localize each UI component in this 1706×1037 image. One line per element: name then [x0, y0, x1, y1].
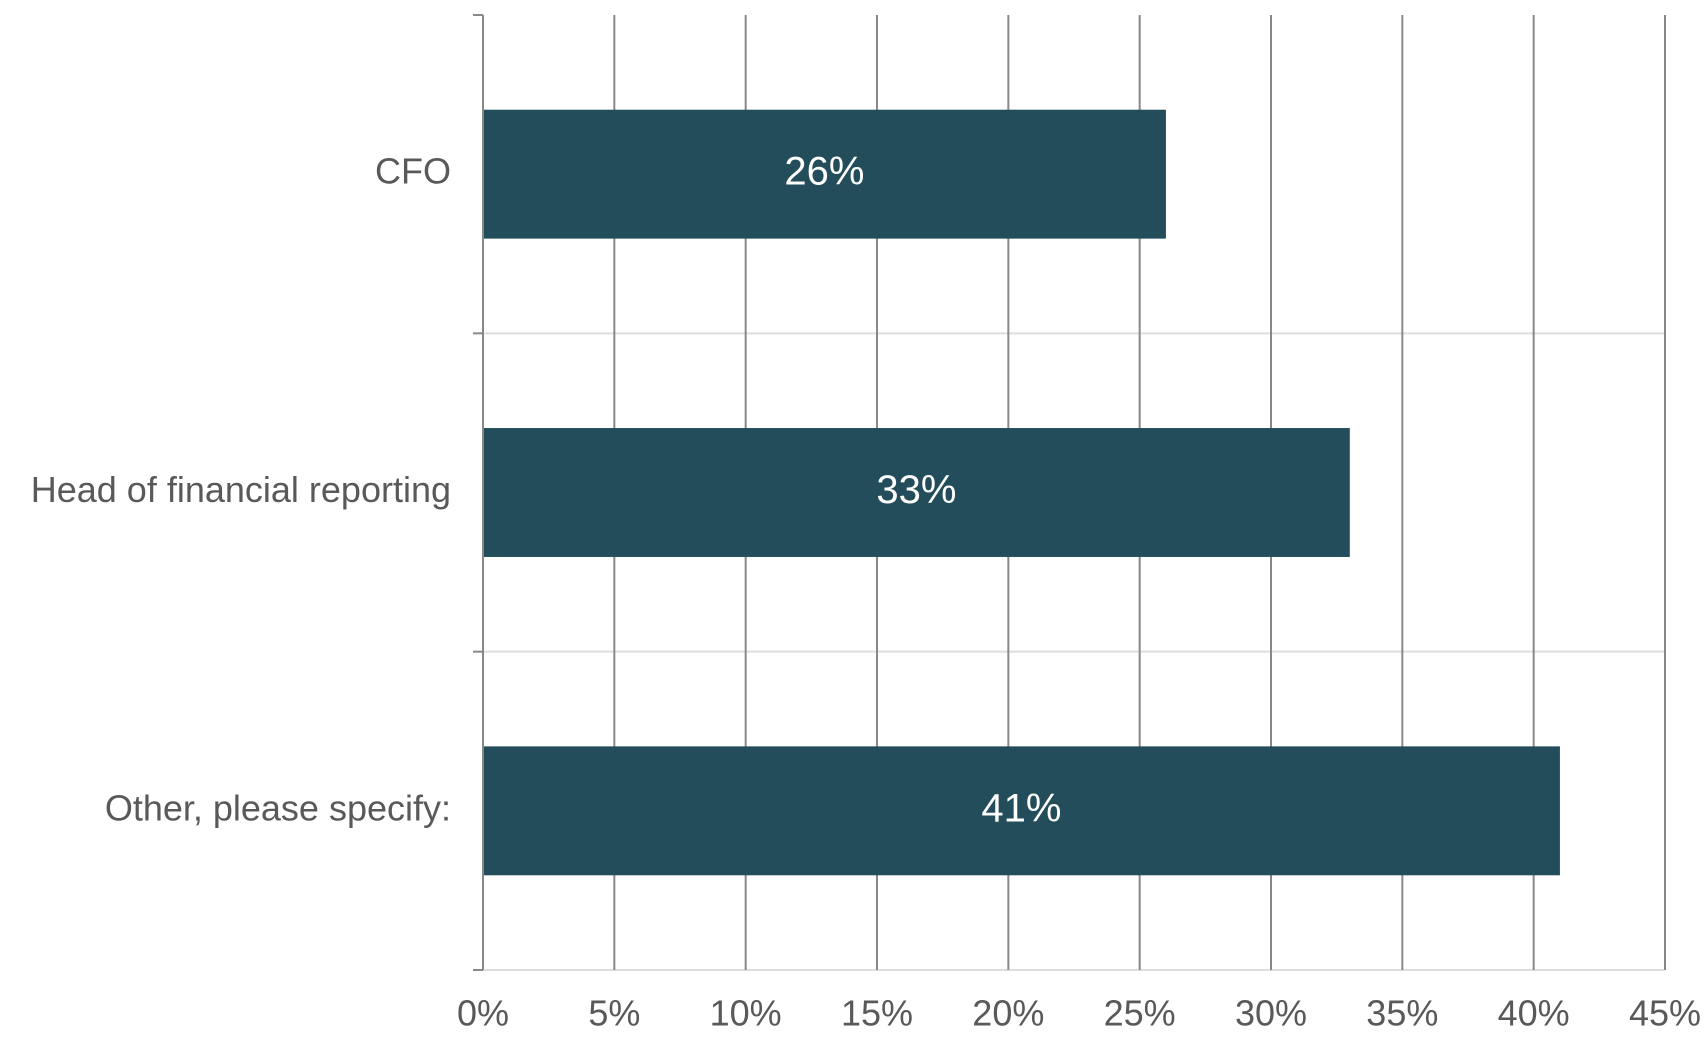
y-tick-label: Head of financial reporting: [31, 469, 451, 510]
y-tick-label: Other, please specify:: [105, 787, 451, 828]
y-tick-label: CFO: [375, 151, 451, 192]
x-tick-label: 5%: [588, 993, 640, 1034]
x-tick-label: 15%: [841, 993, 913, 1034]
x-tick-label: 30%: [1235, 993, 1307, 1034]
x-tick-label: 45%: [1629, 993, 1701, 1034]
data-label: 26%: [784, 150, 864, 194]
data-label: 33%: [876, 468, 956, 512]
bar: [483, 109, 1166, 239]
x-tick-label: 10%: [710, 993, 782, 1034]
x-tick-label: 40%: [1498, 993, 1570, 1034]
bar: [483, 746, 1560, 876]
data-label: 41%: [981, 786, 1061, 830]
x-tick-label: 20%: [972, 993, 1044, 1034]
x-tick-label: 35%: [1366, 993, 1438, 1034]
x-tick-label: 25%: [1104, 993, 1176, 1034]
bar: [483, 428, 1350, 557]
x-tick-label: 0%: [457, 993, 509, 1034]
